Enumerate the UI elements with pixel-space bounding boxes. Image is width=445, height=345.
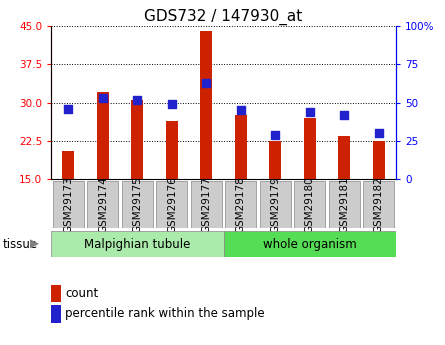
Bar [166,120,178,179]
Text: GSM29180: GSM29180 [305,176,315,233]
Text: GSM29181: GSM29181 [340,176,349,233]
Point [134,97,141,102]
Bar [200,31,212,179]
Text: Malpighian tubule: Malpighian tubule [84,238,190,250]
Point [65,106,72,111]
Bar [87,181,118,228]
Bar [51,231,224,257]
Bar [235,116,247,179]
Point [237,108,244,113]
Bar [122,181,153,228]
Point [203,80,210,86]
Text: GSM29176: GSM29176 [167,176,177,233]
Bar [131,100,143,179]
Point [168,101,175,107]
Text: GSM29179: GSM29179 [271,176,280,233]
Bar [97,92,109,179]
Bar [156,181,187,228]
Bar [53,181,84,228]
Bar [62,151,74,179]
Text: GSM29178: GSM29178 [236,176,246,233]
Bar [224,231,396,257]
Point [375,130,382,136]
Bar [260,181,291,228]
Text: GSM29175: GSM29175 [133,176,142,233]
Text: tissue: tissue [2,238,37,251]
Bar [269,141,281,179]
Text: ▶: ▶ [30,238,39,251]
Text: percentile rank within the sample: percentile rank within the sample [65,307,265,321]
Text: count: count [65,287,99,300]
Bar [338,136,350,179]
Text: GSM29174: GSM29174 [98,176,108,233]
Text: GSM29182: GSM29182 [374,176,384,233]
Bar [329,181,360,228]
Bar [191,181,222,228]
Text: GSM29173: GSM29173 [64,176,73,233]
Point [272,132,279,138]
Bar [363,181,394,228]
Bar [225,181,256,228]
Bar [304,118,316,179]
Bar [294,181,325,228]
Title: GDS732 / 147930_at: GDS732 / 147930_at [145,8,303,24]
Text: whole organism: whole organism [263,238,357,250]
Text: GSM29177: GSM29177 [202,176,211,233]
Point [99,95,106,101]
Point [306,109,313,115]
Bar [373,141,385,179]
Point [341,112,348,118]
